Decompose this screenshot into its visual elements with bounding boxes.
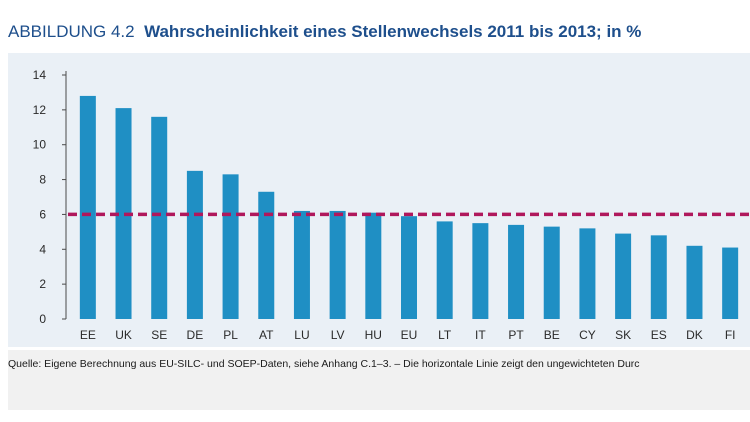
figure-title-text: Wahrscheinlichkeit eines Stellenwechsels… — [144, 22, 642, 41]
bar-eu — [401, 216, 417, 319]
bar-uk — [115, 108, 132, 319]
bar-chart: 0 2 4 6 8 10 12 14 EE UK SE DE PL AT LU LV HU EU LT IT PT BE… — [33, 68, 750, 342]
x-tick-label-at: AT — [259, 328, 274, 342]
bar-lu — [293, 210, 310, 319]
x-tick-label-it: IT — [475, 328, 486, 342]
y-tick-label: 8 — [39, 173, 46, 187]
x-tick-label-sk: SK — [615, 328, 631, 342]
y-axis: 0 2 4 6 8 10 12 14 — [33, 68, 67, 326]
bar-pt — [508, 224, 525, 319]
x-tick-label-fi: FI — [725, 328, 736, 342]
x-tick-label-be: BE — [544, 328, 560, 342]
x-tick-label-hu: HU — [365, 328, 382, 342]
chart-panel: 0 2 4 6 8 10 12 14 EE UK SE DE PL AT LU LV HU EU LT IT PT BE… — [8, 53, 750, 347]
bar-pl — [222, 174, 239, 319]
x-tick-label-lu: LU — [294, 328, 309, 342]
x-tick-label-pl: PL — [223, 328, 238, 342]
x-tick-label-dk: DK — [686, 328, 703, 342]
bar-fi — [722, 247, 739, 319]
bar-lv — [329, 210, 346, 319]
x-tick-label-se: SE — [151, 328, 167, 342]
source-panel: Quelle: Eigene Berechnung aus EU-SILC- u… — [8, 350, 750, 410]
bar-at — [258, 191, 275, 319]
bar-cy — [579, 228, 596, 319]
x-axis: EE UK SE DE PL AT LU LV HU EU LT IT PT BE CY SK ES DK FI — [80, 328, 736, 342]
y-tick-label: 4 — [39, 242, 46, 256]
bar-dk — [686, 245, 703, 319]
bar-es — [650, 235, 667, 319]
bar-sk — [615, 233, 632, 319]
x-tick-label-lt: LT — [438, 328, 452, 342]
source-note: Quelle: Eigene Berechnung aus EU-SILC- u… — [8, 358, 640, 370]
y-tick-label: 2 — [39, 277, 46, 291]
figure-label: ABBILDUNG 4.2 — [8, 22, 135, 41]
bar-lt — [436, 221, 453, 319]
y-tick-label: 14 — [33, 68, 47, 82]
bar-de — [186, 170, 203, 319]
y-tick-label: 0 — [39, 312, 46, 326]
x-tick-label-de: DE — [187, 328, 204, 342]
x-tick-label-pt: PT — [508, 328, 524, 342]
bars — [79, 95, 739, 319]
bar-ee — [79, 95, 96, 319]
x-tick-label-eu: EU — [401, 328, 418, 342]
y-tick-label: 6 — [39, 207, 46, 221]
bar-hu — [365, 212, 382, 319]
y-tick-label: 12 — [33, 103, 47, 117]
x-tick-label-cy: CY — [579, 328, 596, 342]
x-tick-label-es: ES — [651, 328, 667, 342]
bar-it — [472, 223, 489, 319]
x-tick-label-lv: LV — [331, 328, 345, 342]
y-tick-label: 10 — [33, 138, 47, 152]
x-tick-label-uk: UK — [115, 328, 132, 342]
x-tick-label-ee: EE — [80, 328, 96, 342]
bar-se — [151, 116, 168, 319]
bar-be — [543, 226, 560, 319]
figure-title: ABBILDUNG 4.2 Wahrscheinlichkeit eines S… — [8, 22, 641, 42]
